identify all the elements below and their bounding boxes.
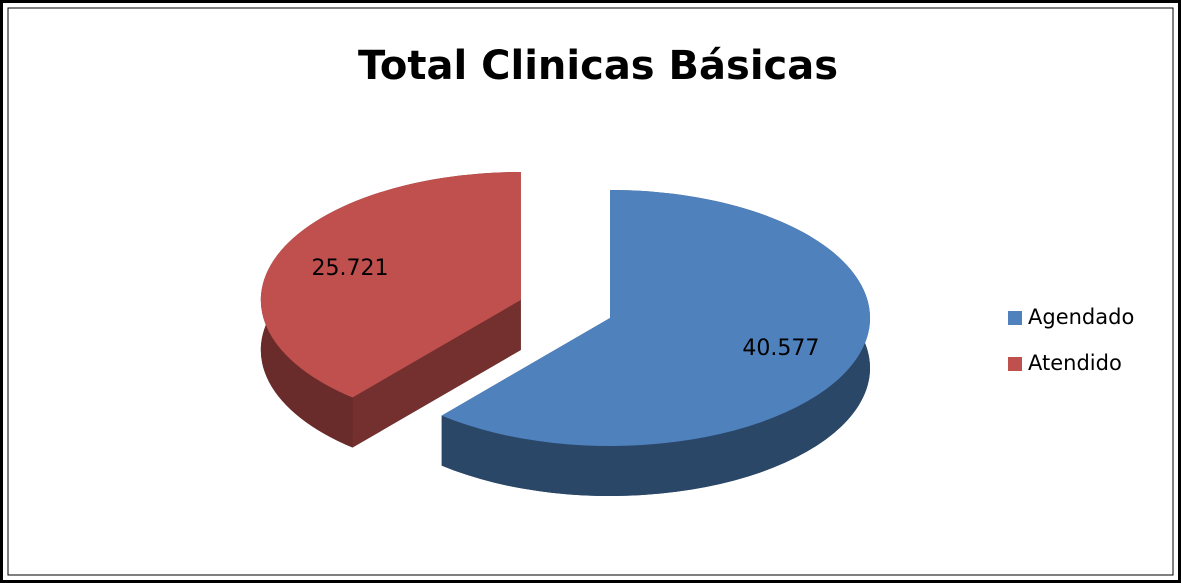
- legend-swatch: [1008, 311, 1022, 325]
- slice-side: [441, 190, 871, 496]
- slice-wall: [352, 299, 521, 448]
- slice: [441, 190, 871, 446]
- legend-label: Agendado: [1028, 305, 1134, 329]
- legend-label: Atendido: [1028, 351, 1122, 375]
- data-label: 40.577: [742, 336, 819, 361]
- data-label: 25.721: [311, 256, 388, 281]
- legend-swatch: [1008, 357, 1022, 371]
- plot-frame: [7, 7, 1174, 576]
- slice: [260, 171, 521, 398]
- chart-title: Total Clinicas Básicas: [358, 43, 838, 89]
